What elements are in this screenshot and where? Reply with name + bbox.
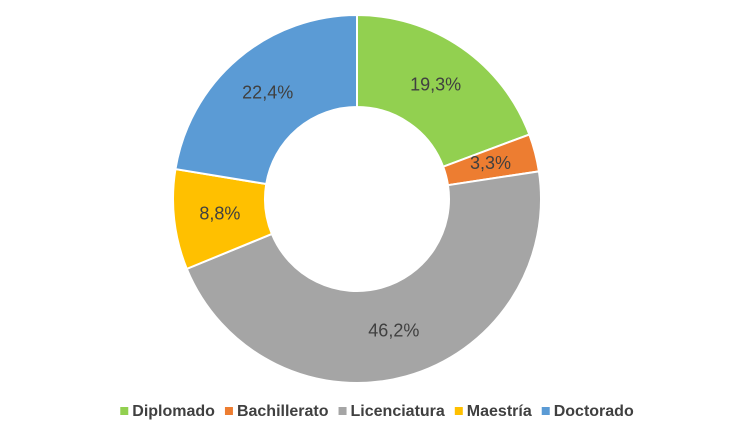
legend-swatch — [338, 407, 347, 415]
legend-label: Doctorado — [554, 403, 634, 420]
slice — [356, 13, 531, 169]
legend-swatch — [541, 407, 550, 415]
legend-label: Maestría — [467, 403, 532, 420]
value-label: 19,3% — [410, 74, 461, 94]
legend-swatch — [120, 407, 129, 415]
value-label: 8,8% — [199, 203, 240, 223]
slice — [185, 170, 542, 384]
legend-swatch — [454, 407, 463, 415]
legend-swatch — [224, 407, 233, 415]
legend-label: Diplomado — [132, 403, 215, 420]
value-label: 22,4% — [242, 83, 293, 103]
value-label: 46,2% — [368, 321, 419, 341]
legend-label: Bachillerato — [237, 403, 329, 420]
slice — [174, 13, 358, 186]
legend-label: Licenciatura — [351, 403, 445, 420]
value-label: 3,3% — [470, 153, 511, 173]
